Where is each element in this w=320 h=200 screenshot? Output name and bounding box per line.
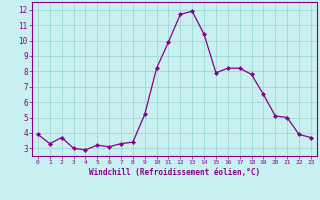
X-axis label: Windchill (Refroidissement éolien,°C): Windchill (Refroidissement éolien,°C) — [89, 168, 260, 177]
